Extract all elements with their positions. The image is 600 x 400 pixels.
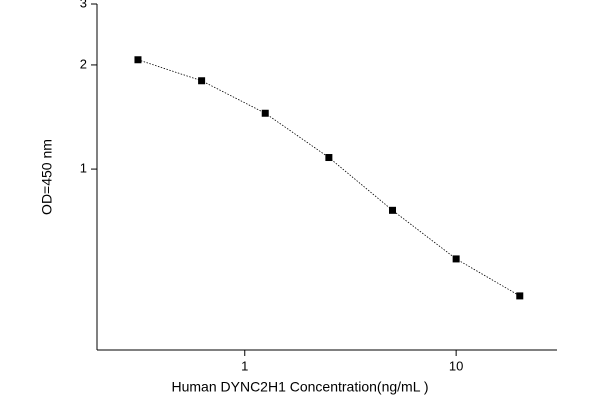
x-axis-label: Human DYNC2H1 Concentration(ng/mL ): [171, 379, 428, 395]
data-point: [325, 154, 333, 162]
data-point: [389, 206, 397, 214]
y-tick-label: 3: [80, 0, 87, 10]
data-point: [516, 292, 524, 300]
x-tick-label: 10: [449, 358, 463, 373]
data-point: [452, 255, 460, 263]
data-point: [261, 109, 269, 117]
series-line: [137, 59, 520, 297]
y-tick-label: 1: [80, 161, 87, 176]
y-axis-label: OD=450 nm: [39, 139, 55, 215]
data-point: [134, 56, 142, 64]
y-tick-label: 2: [80, 56, 87, 71]
x-tick-label: 1: [241, 358, 248, 373]
data-point: [198, 77, 206, 85]
